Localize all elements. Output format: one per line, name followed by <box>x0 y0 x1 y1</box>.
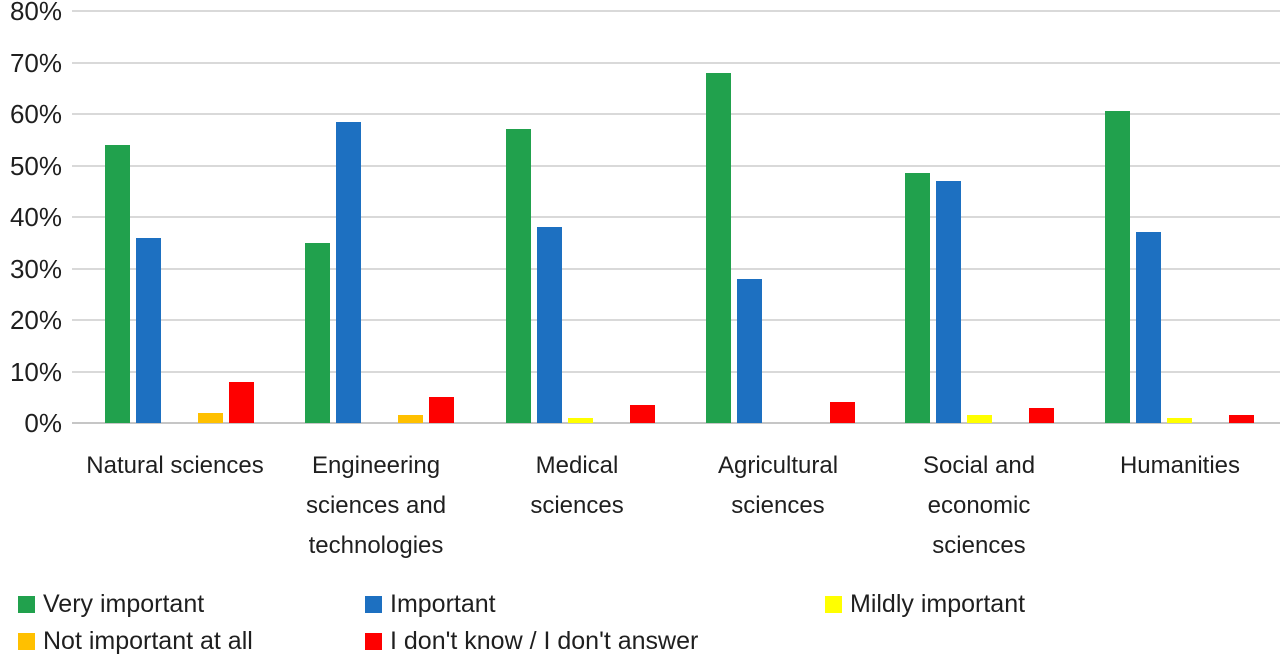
bar <box>429 397 454 423</box>
x-axis-category-label: Humanities <box>1119 452 1241 479</box>
bar <box>398 415 423 423</box>
y-axis-tick-label: 50% <box>9 150 62 181</box>
y-axis-tick-label: 0% <box>24 408 62 438</box>
x-axis-category-label: Medical sciences <box>530 452 624 519</box>
bar <box>229 382 254 423</box>
y-axis-tick-label: 30% <box>9 253 62 284</box>
legend-item: Not important at all <box>18 627 253 655</box>
bar <box>537 227 562 423</box>
bar <box>198 413 223 423</box>
bar <box>305 243 330 423</box>
legend-label: Mildly important <box>850 590 1026 618</box>
x-axis-category-label: Natural sciences <box>86 452 264 479</box>
legend-label: Very important <box>43 590 205 618</box>
bar <box>1136 232 1161 423</box>
legend-swatch <box>365 595 382 613</box>
bar <box>1167 418 1192 423</box>
x-axis-category-label: Agricultural sciences <box>717 452 839 519</box>
y-axis-tick-label: 20% <box>9 305 62 335</box>
y-axis-tick-label: 10% <box>9 356 62 387</box>
bar <box>1229 415 1254 423</box>
x-axis-baseline <box>72 422 1280 424</box>
bar <box>630 405 655 423</box>
bar <box>568 418 593 423</box>
bar <box>105 145 130 423</box>
gridline <box>72 319 1280 321</box>
bar <box>506 129 531 423</box>
legend-swatch <box>18 595 35 613</box>
gridline <box>72 370 1280 373</box>
y-axis-tick-label: 60% <box>9 99 62 129</box>
y-axis-tick-label: 80% <box>9 0 62 26</box>
gridline <box>72 10 1280 12</box>
bar <box>737 279 762 423</box>
y-axis-tick-label: 70% <box>9 47 62 78</box>
legend-label: Important <box>390 590 496 618</box>
bar <box>136 238 161 423</box>
y-axis-tick-label: 40% <box>9 202 62 232</box>
legend-item: I don't know / I don't answer <box>365 627 698 655</box>
bar <box>1105 111 1130 423</box>
bar <box>905 173 930 423</box>
legend-swatch <box>365 632 382 650</box>
bar <box>830 402 855 423</box>
bar <box>706 73 731 423</box>
gridline <box>72 216 1280 218</box>
legend-swatch <box>825 595 842 613</box>
legend-label: Not important at all <box>43 627 253 655</box>
legend-label: I don't know / I don't answer <box>390 627 699 655</box>
gridline <box>72 164 1280 167</box>
bar <box>936 181 961 423</box>
bar <box>1029 408 1054 423</box>
legend-item: Important <box>365 590 496 618</box>
x-axis-category-label: Engineering sciences and technologies <box>305 452 447 559</box>
bar <box>967 415 992 423</box>
gridline <box>72 113 1280 115</box>
gridline <box>72 61 1280 64</box>
legend-swatch <box>18 632 35 650</box>
gridline <box>72 267 1280 270</box>
legend-item: Very important <box>18 590 204 618</box>
bar <box>336 122 361 423</box>
legend-item: Mildly important <box>825 590 1025 618</box>
x-axis-category-label: Social and economic sciences <box>922 452 1036 559</box>
